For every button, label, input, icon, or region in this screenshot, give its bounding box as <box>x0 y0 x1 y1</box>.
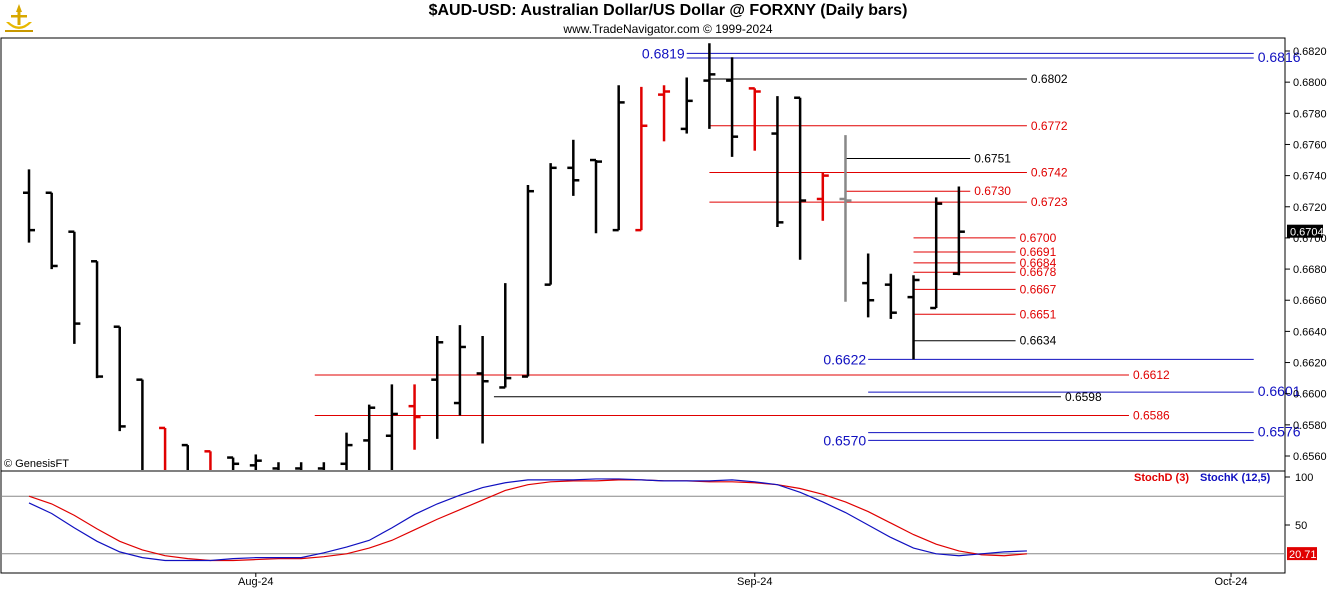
level-label: 0.6751 <box>974 151 1011 165</box>
level-label: 0.6586 <box>1133 409 1170 423</box>
level-label: 0.6612 <box>1133 368 1170 382</box>
stochk-legend: StochK (12,5) <box>1200 472 1271 484</box>
stoch-tick-label: 50 <box>1295 520 1307 532</box>
stoch-last-marker <box>1287 547 1317 561</box>
stoch-panel-frame <box>0 470 1286 574</box>
level-label: 0.6772 <box>1031 119 1068 133</box>
last-price-label: 0.6704 <box>1290 227 1324 239</box>
level-label: 0.6570 <box>823 432 866 448</box>
level-label: 0.6601 <box>1258 383 1301 399</box>
y-tick-label: 0.6600 <box>1293 389 1327 401</box>
level-label: 0.6730 <box>974 184 1011 198</box>
stoch-last-label: 20.71 <box>1289 549 1317 561</box>
stoch-d-line <box>28 479 1027 562</box>
stochd-legend: StochD (3) <box>1134 472 1189 484</box>
level-label: 0.6684 <box>1020 256 1057 270</box>
level-label: 0.6700 <box>1020 231 1057 245</box>
trade-navigator-logo-icon <box>5 4 33 32</box>
level-label: 0.6598 <box>1065 390 1102 404</box>
x-tick-label: Sep-24 <box>737 576 772 588</box>
y-tick-label: 0.6800 <box>1293 77 1327 89</box>
y-tick-label: 0.6640 <box>1293 326 1327 338</box>
level-label: 0.6723 <box>1031 195 1068 209</box>
level-label: 0.6622 <box>823 351 866 367</box>
y-tick-label: 0.6560 <box>1293 451 1327 463</box>
y-tick-label: 0.6680 <box>1293 264 1327 276</box>
x-tick-label: Aug-24 <box>238 576 273 588</box>
level-label: 0.6819 <box>642 45 685 61</box>
level-label: 0.6576 <box>1258 424 1301 440</box>
chart-subtitle: www.TradeNavigator.com © 1999-2024 <box>563 22 773 36</box>
stoch-tick-label: 100 <box>1295 472 1313 484</box>
y-tick-label: 0.6780 <box>1293 108 1327 120</box>
level-label: 0.6678 <box>1020 265 1057 279</box>
stoch-k-line <box>28 478 1027 562</box>
price-panel-frame <box>0 37 1286 472</box>
copyright-label: © GenesisFT <box>4 458 69 470</box>
y-tick-label: 0.6740 <box>1293 171 1327 183</box>
x-tick-label: Oct-24 <box>1215 576 1248 588</box>
level-label: 0.6802 <box>1031 72 1068 86</box>
level-label: 0.6651 <box>1020 307 1057 321</box>
axis-layer: 0.6820 0.6800 0.6780 0.6760 0.6740 0.6720 0.67… <box>238 46 1327 588</box>
level-label: 0.6634 <box>1020 334 1057 348</box>
y-tick-label: 0.6820 <box>1293 46 1327 58</box>
chart-title: $AUD-USD: Australian Dollar/US Dollar @ … <box>428 2 908 19</box>
stochastic-layer <box>1 478 1285 562</box>
level-label: 0.6667 <box>1020 282 1057 296</box>
price-layer: 0.6819 0.6816 0.6802 0.6772 0.6751 0.6742 0.67… <box>23 43 1301 470</box>
y-tick-label: 0.6760 <box>1293 139 1327 151</box>
level-label: 0.6742 <box>1031 166 1068 180</box>
last-price-marker <box>1287 224 1323 238</box>
y-tick-label: 0.6720 <box>1293 202 1327 214</box>
y-tick-label: 0.6660 <box>1293 295 1327 307</box>
y-tick-label: 0.6580 <box>1293 420 1327 432</box>
level-label: 0.6816 <box>1258 49 1301 65</box>
y-tick-label: 0.6620 <box>1293 358 1327 370</box>
level-label: 0.6691 <box>1020 245 1057 259</box>
